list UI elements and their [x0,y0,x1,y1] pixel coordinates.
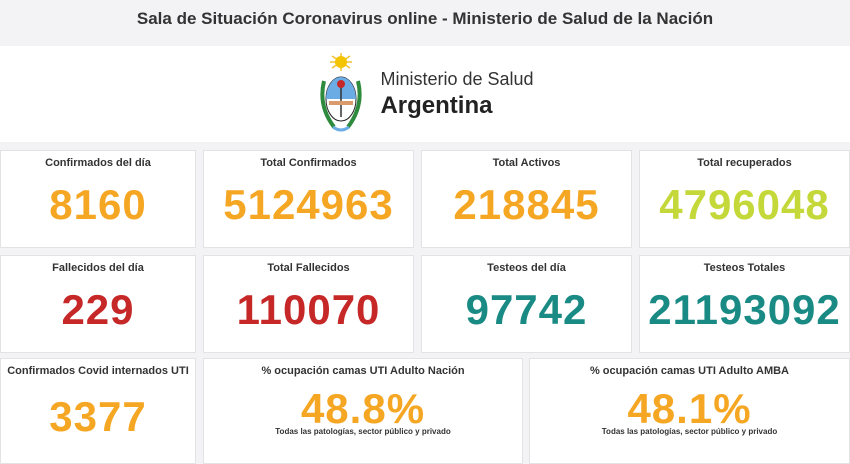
country-name: Argentina [380,91,493,119]
card-label: Testeos del día [487,262,566,274]
card-value: 3377 [49,393,147,440]
card-value: 4796048 [659,181,830,228]
card-label: Total Activos [492,157,561,169]
logo-panel: Ministerio de Salud Argentina [0,46,850,142]
card-label: Total recuperados [697,157,792,169]
card-value: 21193092 [648,286,841,333]
ministry-logo: Ministerio de Salud Argentina [316,51,534,137]
card-label: % ocupación camas UTI Adulto Nación [261,365,465,377]
page-title: Sala de Situación Coronavirus online - M… [0,0,850,38]
card-label: Total Confirmados [260,157,357,169]
card-label: % ocupación camas UTI Adulto AMBA [589,365,790,377]
card-confirmados-dia: Confirmados del día 8160 [0,150,196,248]
card-value: 8160 [49,181,147,228]
card-value: 218845 [453,181,600,228]
card-label: Total Fallecidos [267,262,350,274]
card-ocupacion-amba: % ocupación camas UTI Adulto AMBA 48.1% … [529,358,850,464]
card-label: Fallecidos del día [52,262,144,274]
card-total-confirmados: Total Confirmados 5124963 [203,150,414,248]
card-total-fallecidos: Total Fallecidos 110070 [203,255,414,353]
card-value: 5124963 [223,181,394,228]
card-note: Todas las patologías, sector público y p… [275,427,451,436]
card-value: 48.8% [300,385,426,432]
card-label: Confirmados del día [45,157,151,169]
card-label: Testeos Totales [703,262,786,274]
card-note: Todas las patologías, sector público y p… [601,427,778,436]
card-value: 110070 [236,286,381,333]
card-fallecidos-dia: Fallecidos del día 229 [0,255,196,353]
card-value: 48.1% [627,385,752,432]
card-ocupacion-nacion: % ocupación camas UTI Adulto Nación 48.8… [203,358,523,464]
card-testeos-totales: Testeos Totales 21193092 [639,255,850,353]
card-internados-uti: Confirmados Covid internados UTI 3377 [0,358,196,464]
card-total-activos: Total Activos 218845 [421,150,632,248]
card-value: 229 [61,286,135,333]
card-testeos-dia: Testeos del día 97742 [421,255,632,353]
argentina-coat-of-arms-icon [320,53,363,132]
card-total-recuperados: Total recuperados 4796048 [639,150,850,248]
card-value: 97742 [465,286,588,333]
card-label: Confirmados Covid internados UTI [7,365,189,377]
ministry-name: Ministerio de Salud [380,68,534,89]
